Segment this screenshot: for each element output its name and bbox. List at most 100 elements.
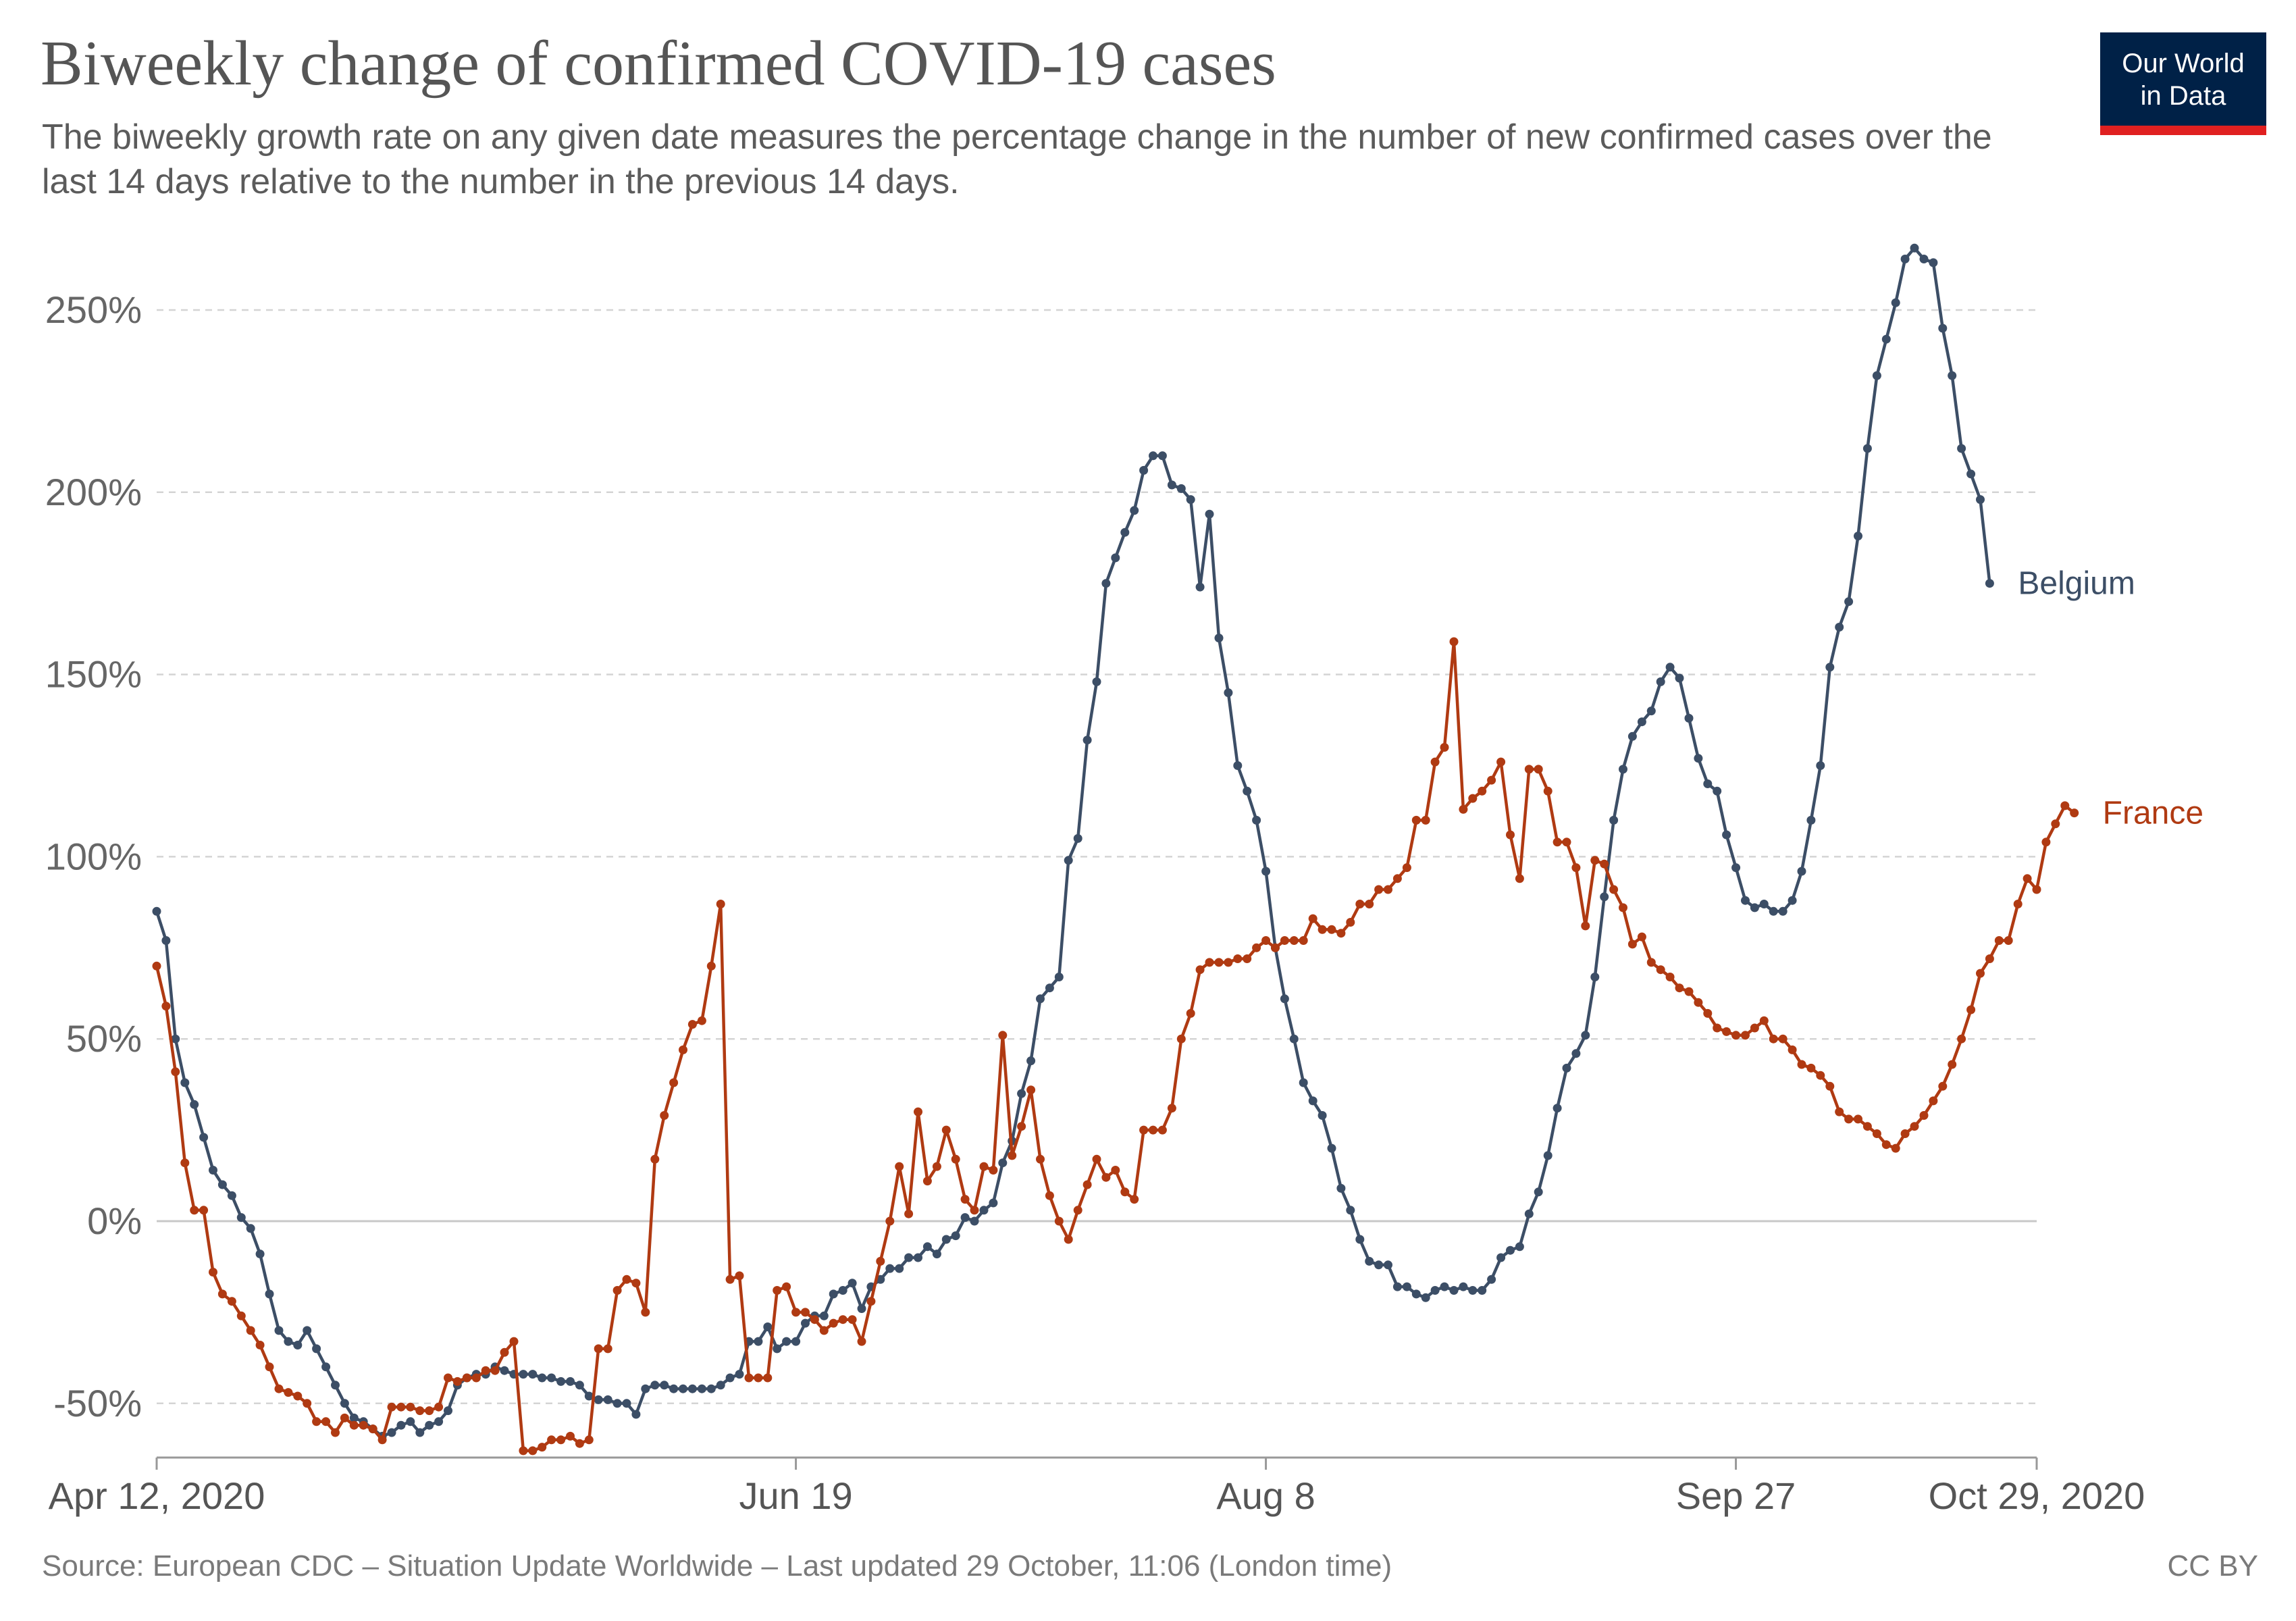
data-point-belgium[interactable] <box>1562 1063 1571 1073</box>
data-point-france[interactable] <box>970 1206 979 1215</box>
data-point-belgium[interactable] <box>209 1166 217 1175</box>
data-point-belgium[interactable] <box>1938 324 1948 333</box>
data-point-france[interactable] <box>519 1446 528 1456</box>
data-point-belgium[interactable] <box>1600 892 1609 902</box>
data-point-france[interactable] <box>1120 1187 1130 1197</box>
data-point-france[interactable] <box>434 1402 444 1412</box>
data-point-belgium[interactable] <box>321 1362 331 1372</box>
data-point-france[interactable] <box>1844 1114 1854 1124</box>
data-point-belgium[interactable] <box>1036 994 1045 1004</box>
data-point-belgium[interactable] <box>1205 509 1214 519</box>
data-point-france[interactable] <box>340 1413 349 1422</box>
data-point-belgium[interactable] <box>754 1337 763 1346</box>
data-point-france[interactable] <box>1825 1081 1835 1091</box>
data-point-france[interactable] <box>1957 1034 1966 1044</box>
data-point-france[interactable] <box>904 1209 914 1218</box>
data-point-france[interactable] <box>575 1439 584 1448</box>
data-point-france[interactable] <box>1806 1063 1816 1073</box>
data-point-belgium[interactable] <box>1665 663 1675 672</box>
data-point-france[interactable] <box>1299 936 1308 945</box>
data-point-belgium[interactable] <box>500 1366 509 1375</box>
data-point-belgium[interactable] <box>1609 815 1619 825</box>
data-point-belgium[interactable] <box>406 1417 415 1426</box>
data-point-belgium[interactable] <box>660 1381 669 1390</box>
data-point-belgium[interactable] <box>1299 1078 1308 1087</box>
data-point-france[interactable] <box>284 1388 293 1397</box>
data-point-france[interactable] <box>1271 943 1280 952</box>
data-point-france[interactable] <box>650 1154 660 1164</box>
data-point-france[interactable] <box>1966 1005 1976 1014</box>
data-point-france[interactable] <box>706 961 716 971</box>
data-point-belgium[interactable] <box>773 1344 782 1354</box>
data-point-france[interactable] <box>1900 1129 1910 1138</box>
data-point-france[interactable] <box>1082 1180 1092 1189</box>
data-point-france[interactable] <box>1073 1206 1082 1215</box>
data-point-belgium[interactable] <box>1289 1034 1299 1044</box>
data-point-belgium[interactable] <box>951 1231 960 1241</box>
data-point-belgium[interactable] <box>612 1399 622 1408</box>
data-point-belgium[interactable] <box>922 1242 932 1252</box>
data-point-belgium[interactable] <box>1411 1289 1421 1299</box>
data-point-belgium[interactable] <box>801 1318 810 1328</box>
data-point-belgium[interactable] <box>1186 495 1195 505</box>
data-point-france[interactable] <box>1176 1034 1186 1044</box>
series-france[interactable] <box>152 637 2079 1456</box>
data-point-france[interactable] <box>349 1420 359 1430</box>
data-point-belgium[interactable] <box>1900 255 1910 263</box>
data-point-belgium[interactable] <box>1487 1275 1496 1284</box>
data-point-belgium[interactable] <box>1149 451 1157 461</box>
data-point-france[interactable] <box>2060 801 2070 810</box>
data-point-belgium[interactable] <box>679 1384 687 1393</box>
data-point-france[interactable] <box>199 1206 209 1215</box>
data-point-belgium[interactable] <box>1120 528 1130 537</box>
data-point-belgium[interactable] <box>1430 1286 1440 1295</box>
data-point-france[interactable] <box>998 1031 1008 1040</box>
data-point-france[interactable] <box>1919 1111 1929 1120</box>
data-point-france[interactable] <box>1872 1129 1881 1138</box>
data-point-belgium[interactable] <box>1656 677 1665 686</box>
data-point-belgium[interactable] <box>1553 1104 1562 1113</box>
data-point-france[interactable] <box>791 1308 801 1317</box>
data-point-france[interactable] <box>979 1162 989 1171</box>
data-point-france[interactable] <box>462 1373 471 1383</box>
data-point-belgium[interactable] <box>1054 973 1064 981</box>
data-point-belgium[interactable] <box>1111 553 1120 563</box>
license-link[interactable]: CC BY <box>2167 1549 2258 1583</box>
data-point-france[interactable] <box>1064 1235 1073 1244</box>
data-point-belgium[interactable] <box>396 1420 406 1430</box>
data-point-france[interactable] <box>1101 1173 1111 1182</box>
data-point-france[interactable] <box>679 1045 687 1054</box>
data-point-belgium[interactable] <box>425 1420 434 1430</box>
data-point-france[interactable] <box>265 1362 274 1372</box>
data-point-france[interactable] <box>669 1078 679 1087</box>
data-point-france[interactable] <box>509 1337 519 1346</box>
data-point-belgium[interactable] <box>1515 1242 1524 1252</box>
data-point-belgium[interactable] <box>303 1326 312 1335</box>
data-point-france[interactable] <box>2013 900 2023 908</box>
data-point-france[interactable] <box>1562 838 1571 847</box>
data-point-belgium[interactable] <box>1073 833 1082 843</box>
data-point-france[interactable] <box>1675 983 1684 993</box>
data-point-belgium[interactable] <box>547 1373 556 1383</box>
data-point-france[interactable] <box>1910 1122 1919 1131</box>
data-point-france[interactable] <box>2032 885 2041 894</box>
data-point-france[interactable] <box>1835 1107 1844 1116</box>
data-point-belgium[interactable] <box>227 1191 236 1200</box>
data-point-france[interactable] <box>1026 1085 1036 1095</box>
data-point-belgium[interactable] <box>1384 1260 1392 1270</box>
data-point-belgium[interactable] <box>857 1304 866 1313</box>
data-point-belgium[interactable] <box>1722 830 1731 840</box>
data-point-france[interactable] <box>1694 998 1703 1007</box>
data-point-france[interactable] <box>246 1326 255 1335</box>
data-point-belgium[interactable] <box>1374 1260 1384 1270</box>
data-point-france[interactable] <box>1478 786 1487 796</box>
data-point-france[interactable] <box>387 1402 396 1412</box>
data-point-france[interactable] <box>321 1417 331 1426</box>
data-point-france[interactable] <box>1778 1034 1788 1044</box>
data-point-france[interactable] <box>1891 1143 1900 1153</box>
data-point-belgium[interactable] <box>1045 983 1054 993</box>
data-point-belgium[interactable] <box>885 1264 895 1273</box>
data-point-belgium[interactable] <box>1797 867 1806 876</box>
owid-logo[interactable]: Our World in Data <box>2100 32 2266 135</box>
data-point-belgium[interactable] <box>538 1373 547 1383</box>
